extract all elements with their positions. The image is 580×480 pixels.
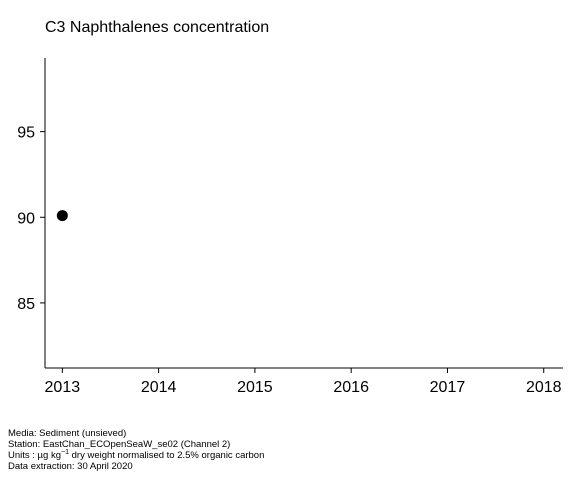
y-tick-label: 90 — [17, 210, 35, 227]
y-axis-ticks: 85 90 95 — [17, 125, 45, 313]
footer-station: Station: EastChan_ECOpenSeaW_se02 (Chann… — [8, 439, 231, 450]
x-tick-label: 2016 — [333, 379, 369, 396]
chart-footer: Media: Sediment (unsieved) Station: East… — [8, 428, 264, 472]
y-tick-label: 95 — [17, 125, 35, 142]
data-points — [56, 210, 68, 222]
x-tick-label: 2015 — [237, 379, 273, 396]
x-tick-label: 2013 — [45, 379, 81, 396]
footer-units-suffix: dry weight normalised to 2.5% organic ca… — [68, 450, 265, 461]
footer-extraction: Data extraction: 30 April 2020 — [8, 461, 133, 472]
x-tick-label: 2014 — [141, 379, 177, 396]
footer-media: Media: Sediment (unsieved) — [8, 428, 127, 439]
y-tick-label: 85 — [17, 296, 35, 313]
x-tick-label: 2017 — [430, 379, 466, 396]
footer-units-prefix: Units : µg kg — [8, 450, 61, 461]
data-point — [56, 210, 68, 222]
x-tick-label: 2018 — [526, 379, 562, 396]
footer-units-sup: −1 — [61, 449, 69, 456]
x-axis-ticks: 2013 2014 2015 2016 2017 2018 — [45, 368, 562, 396]
footer-units: Units : µg kg−1 dry weight normalised to… — [8, 449, 265, 461]
chart-title: C3 Naphthalenes concentration — [45, 19, 270, 36]
